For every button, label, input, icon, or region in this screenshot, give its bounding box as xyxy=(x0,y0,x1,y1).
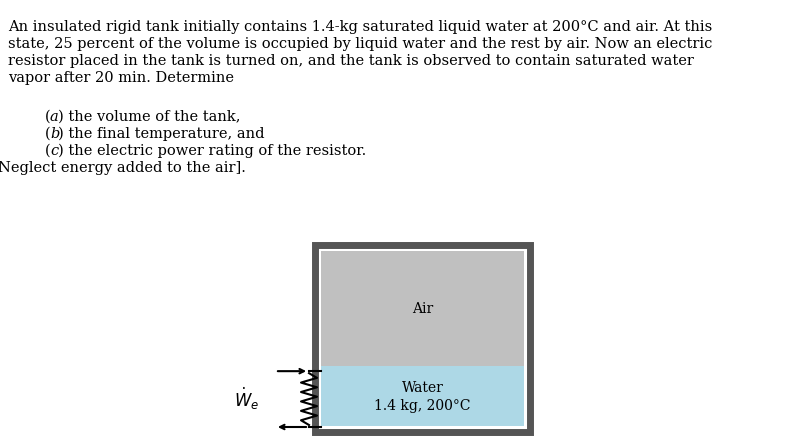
Text: $\dot{W}_e$: $\dot{W}_e$ xyxy=(234,386,259,412)
Text: ) the electric power rating of the resistor.: ) the electric power rating of the resis… xyxy=(58,144,366,158)
Text: vapor after 20 min. Determine: vapor after 20 min. Determine xyxy=(8,71,234,85)
Bar xyxy=(321,366,524,426)
Text: b: b xyxy=(50,127,59,141)
Bar xyxy=(321,251,524,366)
Text: (: ( xyxy=(45,144,51,158)
Text: a: a xyxy=(50,110,59,124)
Text: An insulated rigid tank initially contains 1.4-kg saturated liquid water at 200°: An insulated rigid tank initially contai… xyxy=(8,20,712,34)
Bar xyxy=(315,245,530,432)
Text: Air: Air xyxy=(412,302,433,316)
Text: Water: Water xyxy=(402,381,444,395)
Text: ) the final temperature, and: ) the final temperature, and xyxy=(58,127,264,142)
Text: state, 25 percent of the volume is occupied by liquid water and the rest by air.: state, 25 percent of the volume is occup… xyxy=(8,37,713,51)
Text: Neglect energy added to the air].: Neglect energy added to the air]. xyxy=(0,161,246,175)
Text: (: ( xyxy=(45,110,51,124)
Text: resistor placed in the tank is turned on, and the tank is observed to contain sa: resistor placed in the tank is turned on… xyxy=(8,54,694,68)
Text: ) the volume of the tank,: ) the volume of the tank, xyxy=(58,110,241,124)
Text: (: ( xyxy=(45,127,51,141)
Text: c: c xyxy=(50,144,58,158)
Text: 1.4 kg, 200°C: 1.4 kg, 200°C xyxy=(374,399,471,413)
